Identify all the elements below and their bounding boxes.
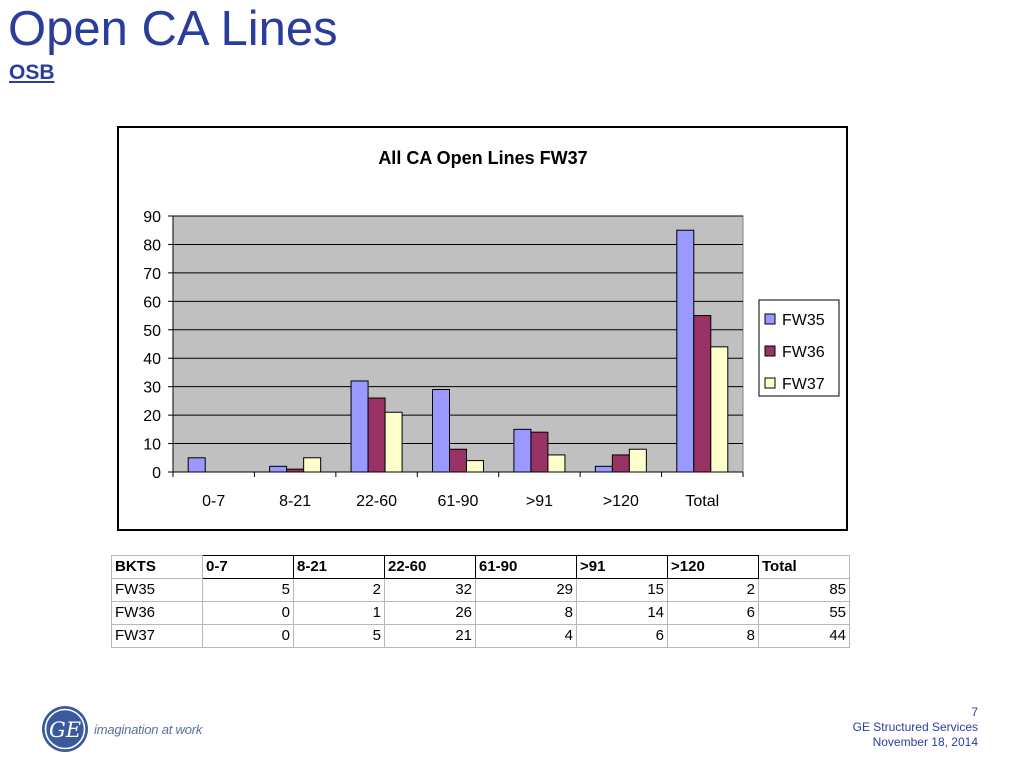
bar-fw37: [303, 457, 322, 473]
legend-swatch-fw36: [764, 345, 776, 357]
page-number: 7: [971, 705, 978, 719]
chart-frame: All CA Open Lines FW37 0 10 20 30 40 50 60 70 80…: [117, 126, 848, 531]
footer-tagline: imagination at work: [94, 722, 203, 737]
x-tick-label: >91: [526, 493, 553, 510]
plot-area: [172, 215, 744, 473]
y-tick-label: 50: [143, 323, 161, 340]
chart-title: All CA Open Lines FW37: [378, 148, 587, 168]
company-name: GE Structured Services: [852, 720, 978, 734]
bar-fw36: [693, 315, 712, 473]
table-header-cell: 8-21: [293, 555, 385, 579]
bar-fw36: [286, 468, 305, 473]
table-cell: 0: [202, 601, 294, 625]
table-header-cell: 0-7: [202, 555, 294, 579]
table-cell: 0: [202, 624, 294, 648]
legend-swatch-fw37: [764, 377, 776, 389]
y-tick-label: 70: [143, 266, 161, 283]
table-header-bkts: BKTS: [111, 555, 203, 579]
legend-label: FW36: [782, 344, 825, 361]
footer-date: November 18, 2014: [872, 735, 978, 749]
table-cell: 21: [384, 624, 476, 648]
table-cell: 85: [758, 578, 850, 602]
bar-fw36: [449, 448, 467, 473]
table-cell: 5: [293, 624, 385, 648]
table-header-cell: >120: [667, 555, 759, 579]
table-row-label: FW35: [111, 578, 203, 602]
table-cell: 32: [384, 578, 476, 602]
bar-fw37: [384, 411, 403, 473]
bar-fw37: [710, 346, 729, 473]
table-cell: 5: [202, 578, 294, 602]
y-tick-label: 60: [143, 294, 161, 311]
table-cell: 4: [475, 624, 577, 648]
bar-fw35: [350, 380, 369, 473]
x-tick-label: >120: [603, 493, 639, 510]
slide-title: Open CA Lines: [8, 2, 338, 56]
x-tick-label: Total: [685, 493, 719, 510]
bar-fw35: [676, 229, 695, 473]
table-header-row: BKTS 0-7 8-21 22-60 61-90 >91 >120 Total: [111, 555, 850, 579]
table-row-label: FW36: [111, 601, 203, 625]
table-header-cell: >91: [576, 555, 668, 579]
y-tick-label: 80: [143, 237, 161, 254]
y-tick-label: 90: [143, 209, 161, 226]
y-tick-label: 20: [143, 408, 161, 425]
table-cell: 44: [758, 624, 850, 648]
table-header-cell: Total: [758, 555, 850, 579]
table-cell: 6: [576, 624, 668, 648]
bar-fw35: [513, 428, 532, 473]
table-header-cell: 22-60: [384, 555, 476, 579]
table-cell: 2: [667, 578, 759, 602]
bar-fw36: [611, 454, 630, 473]
table-cell: 1: [293, 601, 385, 625]
bar-chart: All CA Open Lines FW37 0 10 20 30 40 50 60 70 80…: [143, 148, 840, 510]
y-tick-label: 40: [143, 351, 161, 368]
bar-fw35: [269, 465, 288, 473]
x-tick-label: 61-90: [438, 493, 479, 510]
bar-fw37: [547, 454, 566, 473]
legend-swatch-fw35: [764, 313, 776, 325]
y-tick-label: 0: [152, 465, 161, 482]
table-cell: 29: [475, 578, 577, 602]
y-tick-label: 30: [143, 380, 161, 397]
table-row: FW35 5 2 32 29 15 2 85: [111, 578, 850, 602]
x-tick-label: 8-21: [279, 493, 311, 510]
y-tick-label: 10: [143, 437, 161, 454]
table-row-label: FW37: [111, 624, 203, 648]
x-tick-label: 22-60: [356, 493, 397, 510]
data-table: BKTS 0-7 8-21 22-60 61-90 >91 >120 Total FW35 5 2…: [111, 555, 850, 648]
bar-fw36: [367, 397, 386, 473]
bar-fw37: [466, 460, 484, 473]
legend-label: FW37: [782, 376, 825, 393]
ge-logo-icon: GE: [40, 703, 90, 760]
table-cell: 15: [576, 578, 668, 602]
table-cell: 14: [576, 601, 668, 625]
bar-fw37: [628, 448, 647, 473]
bar-fw36: [530, 431, 549, 473]
slide-subtitle[interactable]: OSB: [9, 61, 55, 84]
bar-fw35: [432, 389, 450, 473]
bar-fw35: [594, 465, 613, 473]
table-row: FW37 0 5 21 4 6 8 44: [111, 624, 850, 648]
x-tick-label: 0-7: [202, 493, 225, 510]
legend-label: FW35: [782, 312, 825, 329]
footer-info: 7 GE Structured Services November 18, 20…: [853, 705, 978, 750]
table-cell: 55: [758, 601, 850, 625]
svg-text:GE: GE: [49, 718, 81, 742]
bar-fw35: [187, 457, 206, 473]
table-cell: 8: [475, 601, 577, 625]
table-row: FW36 0 1 26 8 14 6 55: [111, 601, 850, 625]
table-cell: 6: [667, 601, 759, 625]
table-cell: 8: [667, 624, 759, 648]
table-cell: 26: [384, 601, 476, 625]
table-header-cell: 61-90: [475, 555, 577, 579]
table-cell: 2: [293, 578, 385, 602]
